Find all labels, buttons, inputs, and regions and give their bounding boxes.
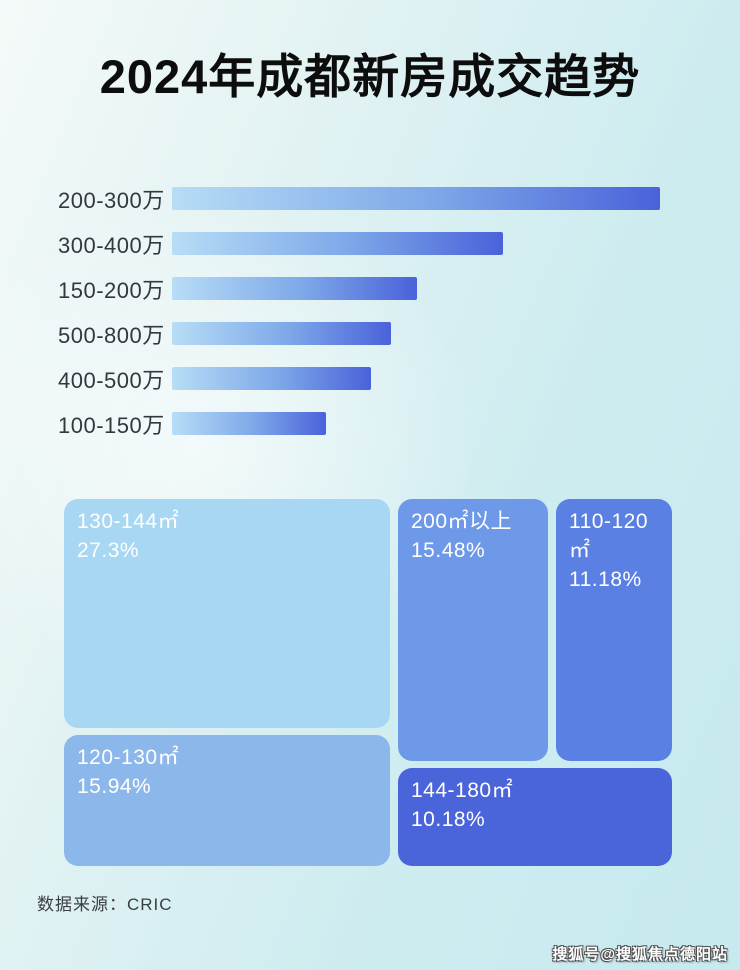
bar-category-label: 150-200万 <box>58 277 165 303</box>
bar-row: 200-300万 <box>0 187 740 213</box>
treemap-tile: 144-180㎡ 10.18% <box>398 768 672 866</box>
bar-row: 500-800万 <box>0 322 740 348</box>
treemap-tile: 110-120㎡ 11.18% <box>556 499 672 761</box>
tile-range-label: 120-130㎡ <box>77 746 180 769</box>
treemap-tile: 200㎡以上 15.48% <box>398 499 548 761</box>
bar-track <box>172 322 660 345</box>
treemap-tile: 130-144㎡ 27.3% <box>64 499 390 728</box>
treemap-tile: 120-130㎡ 15.94% <box>64 735 390 866</box>
tile-range-label: 110-120㎡ <box>569 510 649 562</box>
bar-track <box>172 187 660 210</box>
bar-category-label: 200-300万 <box>58 187 165 213</box>
tile-percent-label: 15.48% <box>411 539 486 562</box>
bar-row: 150-200万 <box>0 277 740 303</box>
bar-track <box>172 232 660 255</box>
bar-category-label: 400-500万 <box>58 367 165 393</box>
bar <box>172 322 392 345</box>
bar <box>172 277 417 300</box>
bar <box>172 187 660 210</box>
bar-row: 300-400万 <box>0 232 740 258</box>
tile-range-label: 130-144㎡ <box>77 510 180 533</box>
tile-percent-label: 15.94% <box>77 775 152 798</box>
data-source-note: 数据来源：CRIC <box>37 895 173 914</box>
bar <box>172 367 372 390</box>
bar <box>172 232 503 255</box>
bar-row: 100-150万 <box>0 412 740 438</box>
bar-track <box>172 277 660 300</box>
tile-percent-label: 10.18% <box>411 808 486 831</box>
tile-percent-label: 27.3% <box>77 539 140 562</box>
bar-category-label: 500-800万 <box>58 322 165 348</box>
tile-range-label: 200㎡以上 <box>411 510 513 533</box>
page-title: 2024年成都新房成交趋势 <box>99 50 641 103</box>
tile-percent-label: 11.18% <box>569 568 642 591</box>
bar-category-label: 300-400万 <box>58 232 165 258</box>
bar-track <box>172 412 660 435</box>
price-band-bar-chart: 200-300万 300-400万 150-200万 500-800万 400-… <box>0 187 740 457</box>
publisher-watermark: 搜狐号@搜狐焦点德阳站 <box>552 946 728 963</box>
tile-range-label: 144-180㎡ <box>411 779 514 802</box>
bar-track <box>172 367 660 390</box>
bar-category-label: 100-150万 <box>58 412 165 438</box>
bar-row: 400-500万 <box>0 367 740 393</box>
bar <box>172 412 326 435</box>
